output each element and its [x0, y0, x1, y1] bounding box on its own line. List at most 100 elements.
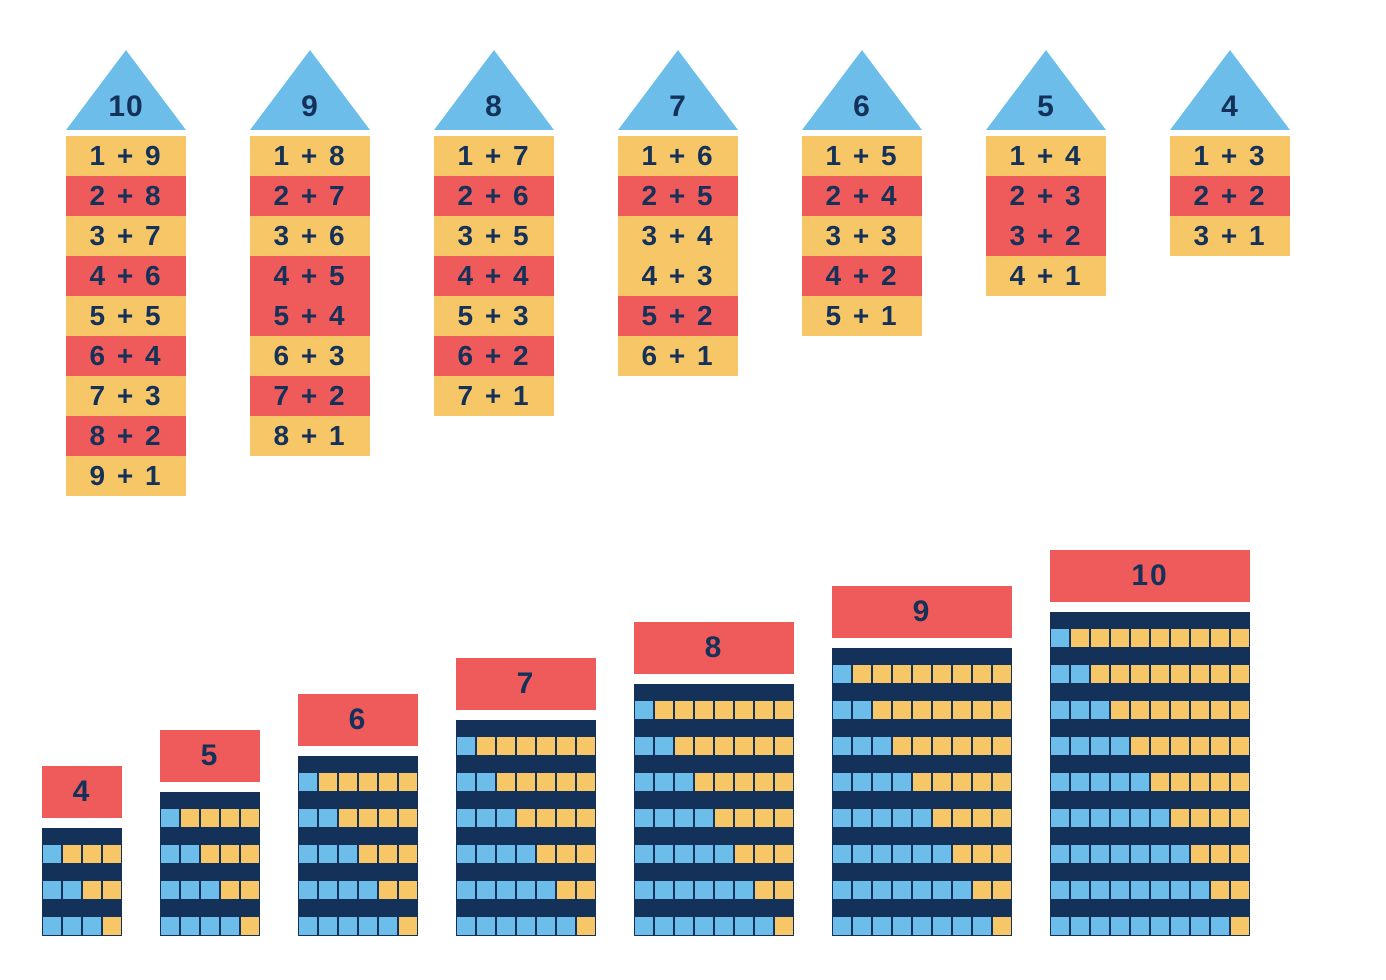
bar-row: [634, 792, 794, 828]
cell-b: [774, 736, 794, 756]
bar-spacer: [1050, 684, 1250, 700]
equation-row: 2 + 2: [1170, 176, 1290, 216]
bar-row: [1050, 864, 1250, 900]
bar-spacer: [832, 864, 1012, 880]
cell-b: [912, 664, 932, 684]
cell-a: [536, 916, 556, 936]
bar-cells: [160, 916, 260, 936]
bar-spacer: [634, 720, 794, 736]
cell-b: [1230, 628, 1250, 648]
cell-a: [852, 916, 872, 936]
cell-b: [338, 808, 358, 828]
bar-spacer: [456, 756, 596, 772]
cell-a: [1090, 772, 1110, 792]
cell-a: [1070, 880, 1090, 900]
bar-spacer: [298, 900, 418, 916]
cell-b: [1210, 844, 1230, 864]
cell-a: [714, 880, 734, 900]
cell-b: [952, 808, 972, 828]
cell-a: [556, 916, 576, 936]
cell-a: [694, 808, 714, 828]
cell-a: [496, 844, 516, 864]
tower-total-label: 4: [1170, 90, 1290, 124]
bar-spacer: [832, 900, 1012, 916]
cell-a: [318, 916, 338, 936]
equation-row: 4 + 5: [250, 256, 370, 296]
cell-a: [1070, 916, 1090, 936]
cell-b: [1070, 628, 1090, 648]
cell-b: [1130, 664, 1150, 684]
cell-a: [872, 772, 892, 792]
cell-a: [496, 880, 516, 900]
cell-a: [872, 808, 892, 828]
bar-cells: [1050, 916, 1250, 936]
cell-a: [1090, 736, 1110, 756]
cell-b: [556, 880, 576, 900]
bar-row: [298, 792, 418, 828]
cell-a: [1170, 916, 1190, 936]
cell-a: [1190, 916, 1210, 936]
cell-b: [1090, 664, 1110, 684]
bar-cells: [634, 844, 794, 864]
cell-a: [1110, 880, 1130, 900]
cell-a: [42, 844, 62, 864]
cell-b: [992, 772, 1012, 792]
cell-b: [1130, 736, 1150, 756]
cell-a: [654, 844, 674, 864]
equation-row: 3 + 7: [66, 216, 186, 256]
equation-row: 5 + 4: [250, 296, 370, 336]
cell-a: [1150, 808, 1170, 828]
cell-a: [456, 736, 476, 756]
cell-b: [754, 700, 774, 720]
bar-spacer: [634, 900, 794, 916]
cell-a: [932, 844, 952, 864]
cell-a: [1090, 808, 1110, 828]
equation-row: 5 + 1: [802, 296, 922, 336]
tower-roof: 6: [802, 50, 922, 130]
cell-a: [298, 808, 318, 828]
cell-a: [298, 844, 318, 864]
bar-row: [298, 756, 418, 792]
cell-b: [1230, 772, 1250, 792]
cell-b: [872, 664, 892, 684]
cell-b: [576, 808, 596, 828]
bar-spacer: [634, 792, 794, 808]
cell-b: [952, 700, 972, 720]
cell-b: [476, 736, 496, 756]
bar-spacer: [42, 864, 122, 880]
cell-a: [318, 844, 338, 864]
cell-b: [992, 736, 1012, 756]
cell-a: [1150, 844, 1170, 864]
cell-b: [1130, 628, 1150, 648]
cell-b: [1110, 700, 1130, 720]
cell-b: [1170, 628, 1190, 648]
cell-a: [160, 880, 180, 900]
cell-b: [82, 844, 102, 864]
cell-a: [1050, 916, 1070, 936]
tower-total-label: 8: [434, 90, 554, 124]
bar-spacer: [298, 756, 418, 772]
cell-b: [952, 844, 972, 864]
cell-a: [832, 880, 852, 900]
cell-a: [180, 880, 200, 900]
cell-b: [1230, 880, 1250, 900]
cell-a: [1150, 880, 1170, 900]
cell-b: [992, 844, 1012, 864]
bar-row: [298, 900, 418, 936]
stair-column-5: 5: [160, 730, 260, 936]
stair-column-8: 8: [634, 622, 794, 936]
cell-a: [516, 880, 536, 900]
cell-a: [1050, 880, 1070, 900]
cell-b: [378, 844, 398, 864]
cell-a: [912, 808, 932, 828]
cell-a: [476, 808, 496, 828]
cell-b: [912, 772, 932, 792]
cell-b: [576, 736, 596, 756]
cell-a: [1050, 772, 1070, 792]
equation-row: 6 + 4: [66, 336, 186, 376]
cell-b: [536, 736, 556, 756]
tower-roof: 7: [618, 50, 738, 130]
cell-b: [1170, 664, 1190, 684]
cell-a: [1210, 916, 1230, 936]
equation-row: 3 + 5: [434, 216, 554, 256]
